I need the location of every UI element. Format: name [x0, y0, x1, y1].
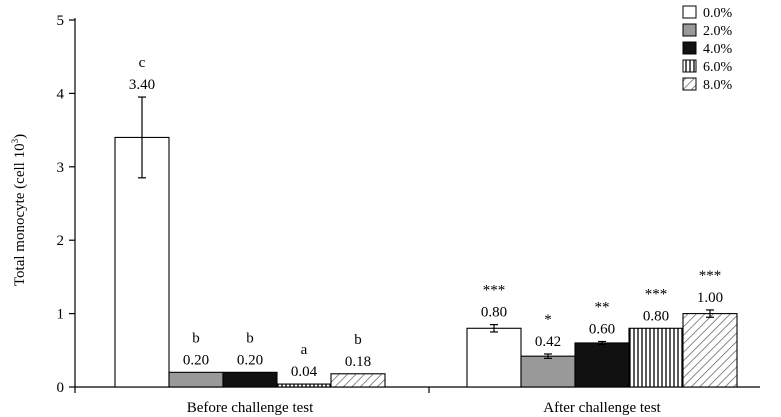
- legend-label: 8.0%: [703, 78, 733, 93]
- value-label: 0.80: [643, 308, 669, 324]
- significance-label: b: [354, 332, 362, 348]
- legend-swatch: [682, 5, 697, 19]
- significance-label: ***: [645, 286, 668, 302]
- y-tick-label: 5: [57, 13, 65, 29]
- value-label: 0.80: [481, 305, 507, 321]
- bar: [276, 383, 332, 388]
- legend-swatch: [682, 41, 697, 55]
- value-label: 1.00: [697, 290, 723, 306]
- significance-label: **: [595, 299, 610, 315]
- legend-label: 4.0%: [703, 42, 733, 57]
- value-label: 0.60: [589, 321, 615, 337]
- significance-label: ***: [483, 283, 506, 299]
- significance-label: b: [246, 330, 254, 346]
- significance-label: b: [192, 330, 200, 346]
- significance-label: c: [139, 55, 146, 71]
- bar: [114, 136, 170, 388]
- bar: [222, 371, 278, 388]
- value-label: 0.20: [183, 352, 209, 368]
- x-group-label: Before challenge test: [187, 400, 314, 416]
- significance-label: *: [544, 312, 552, 328]
- bar: [574, 342, 630, 388]
- bar: [520, 355, 576, 388]
- y-axis-label-superscript: 3: [10, 138, 20, 143]
- legend: 0.0% 2.0% 4.0% 6.0% 8.0%: [682, 5, 733, 93]
- legend-label: 0.0%: [703, 6, 733, 21]
- value-label: 0.04: [291, 364, 318, 380]
- bars: [114, 96, 738, 388]
- legend-label: 6.0%: [703, 60, 733, 75]
- significance-label: a: [301, 342, 308, 358]
- value-label: 0.42: [535, 334, 561, 350]
- legend-label: 2.0%: [703, 24, 733, 39]
- legend-swatch: [682, 77, 697, 91]
- value-label: 0.18: [345, 354, 371, 370]
- data-labels: 3.40 c 0.80 *** 0.20 b 0.42 * 0.20 b 0.60 ** 0.04 a 0.…: [129, 55, 723, 380]
- value-label: 0.20: [237, 352, 263, 368]
- legend-swatch: [682, 23, 697, 37]
- y-tick-label: 3: [57, 160, 65, 176]
- significance-label: ***: [699, 268, 722, 284]
- bar: [628, 327, 684, 388]
- y-axis-label-close: ): [12, 134, 28, 139]
- y-axis-label: Total monocyte (cell 103): [10, 134, 28, 286]
- y-tick-label: 1: [57, 307, 65, 323]
- legend-swatch: [682, 59, 697, 73]
- bar: [682, 313, 738, 388]
- svg-text:Total monocyte (cell 103): Total monocyte (cell 103): [10, 134, 28, 286]
- y-tick-label: 4: [57, 86, 65, 102]
- bar: [330, 373, 386, 388]
- y-tick-label: 0: [57, 380, 65, 396]
- y-axis-label-text: Total monocyte (cell 10: [12, 143, 28, 286]
- bar: [466, 327, 522, 388]
- bar: [168, 371, 224, 388]
- x-group-label: After challenge test: [543, 400, 661, 416]
- value-label: 3.40: [129, 77, 155, 93]
- y-tick-label: 2: [57, 233, 65, 249]
